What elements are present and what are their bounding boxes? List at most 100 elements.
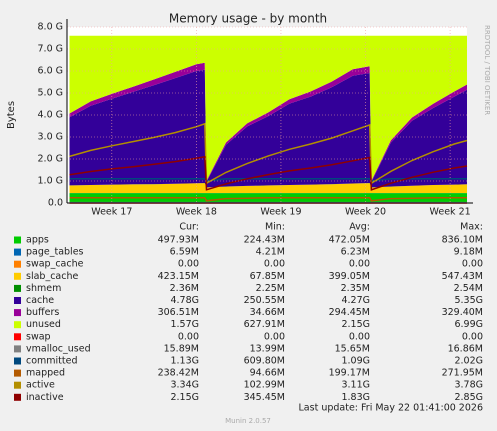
area <box>69 183 467 193</box>
legend-stat: 6.23M <box>341 247 370 258</box>
y-tick-label: 1.0 G <box>38 176 64 187</box>
legend-stat: 609.80M <box>244 356 285 367</box>
y-tick-label: 5.0 G <box>38 88 64 99</box>
y-tick-label: 6.0 G <box>38 66 64 77</box>
legend-stat: 2.15G <box>170 392 199 403</box>
legend-stat: 2.36M <box>170 283 199 294</box>
column-header: Cur: <box>179 222 199 233</box>
legend-label: inactive <box>26 392 64 403</box>
x-tick-label: Week 18 <box>176 207 217 218</box>
legend-stat: 329.40M <box>442 307 483 318</box>
legend-stat: 0.00 <box>462 259 483 270</box>
legend-swatch <box>14 345 21 353</box>
legend-stat: 67.85M <box>250 271 285 282</box>
legend-swatch <box>14 260 21 268</box>
legend-stat: 497.93M <box>158 235 199 246</box>
legend-stat: 1.57G <box>170 319 199 330</box>
legend-swatch <box>14 369 21 377</box>
footer: Last update: Fri May 22 01:41:00 2026 <box>299 403 483 414</box>
legend-stat: 472.05M <box>329 235 370 246</box>
legend-swatch <box>14 357 21 365</box>
legend-stat: 4.27G <box>341 295 370 306</box>
legend-stat: 0.00 <box>264 331 285 342</box>
legend-stat: 6.99G <box>454 319 483 330</box>
side-text: RRDTOOL / TOBI OETIKER <box>483 25 491 115</box>
legend-swatch <box>14 333 21 341</box>
legend-label: slab_cache <box>26 271 78 282</box>
legend-stat: 4.21M <box>256 247 285 258</box>
legend-label: cache <box>26 295 54 306</box>
legend-label: swap <box>26 331 51 342</box>
legend-stat: 0.00 <box>462 331 483 342</box>
legend-stat: 0.00 <box>178 259 199 270</box>
line <box>69 178 467 182</box>
legend-label: shmem <box>26 283 61 294</box>
legend-stat: 6.59M <box>170 247 199 258</box>
area <box>69 35 467 181</box>
legend-stat: 16.86M <box>448 343 483 354</box>
chart-title: Memory usage - by month <box>169 12 327 26</box>
line <box>69 196 467 202</box>
legend-stat: 0.00 <box>349 331 370 342</box>
y-tick-label: 4.0 G <box>38 110 64 121</box>
legend-stat: 294.45M <box>329 307 370 318</box>
y-tick-label: 2.0 G <box>38 154 64 165</box>
legend-stat: 13.99M <box>250 343 285 354</box>
legend-label: page_tables <box>26 247 84 258</box>
legend-stat: 238.42M <box>158 368 199 379</box>
legend-label: vmalloc_used <box>26 343 91 354</box>
legend-stat: 3.11G <box>341 380 370 391</box>
legend-stat: 94.66M <box>250 368 285 379</box>
legend-stat: 2.85G <box>454 392 483 403</box>
legend-swatch <box>14 309 21 317</box>
legend-stat: 399.05M <box>329 271 370 282</box>
legend-stat: 34.66M <box>250 307 285 318</box>
legend-stat: 0.00 <box>349 259 370 270</box>
legend-stat: 199.17M <box>329 368 370 379</box>
legend-stat: 15.65M <box>335 343 370 354</box>
legend-stat: 9.18M <box>454 247 483 258</box>
legend-stat: 3.78G <box>454 380 483 391</box>
legend-stat: 2.35M <box>341 283 370 294</box>
column-header: Max: <box>460 222 483 233</box>
y-tick-label: 3.0 G <box>38 132 64 143</box>
legend-stat: 224.43M <box>244 235 285 246</box>
legend-stat: 345.45M <box>244 392 285 403</box>
legend-stat: 2.15G <box>341 319 370 330</box>
legend-swatch <box>14 381 21 389</box>
legend-stat: 102.99M <box>244 380 285 391</box>
y-tick-label: 8.0 G <box>38 22 64 33</box>
legend-stat: 0.00 <box>264 259 285 270</box>
legend-label: unused <box>26 319 61 330</box>
x-tick-label: Week 19 <box>260 207 301 218</box>
legend-label: active <box>26 380 55 391</box>
legend-stat: 836.10M <box>442 235 483 246</box>
y-axis-label: Bytes <box>6 101 17 129</box>
legend-stat: 3.34G <box>170 380 199 391</box>
version: Munin 2.0.57 <box>225 417 271 425</box>
legend-stat: 250.55M <box>244 295 285 306</box>
legend-label: mapped <box>26 368 65 379</box>
y-tick-label: 0.0 <box>48 198 63 209</box>
legend-swatch <box>14 236 21 244</box>
legend-stat: 271.95M <box>442 368 483 379</box>
legend-label: committed <box>26 356 78 367</box>
legend-stat: 627.91M <box>244 319 285 330</box>
legend-stat: 5.35G <box>454 295 483 306</box>
x-tick-label: Week 21 <box>430 207 471 218</box>
legend-stat: 1.83G <box>341 392 370 403</box>
legend-stat: 15.89M <box>164 343 199 354</box>
legend-stat: 423.15M <box>158 271 199 282</box>
legend-label: swap_cache <box>26 259 84 270</box>
legend-swatch <box>14 248 21 256</box>
legend-stat: 2.02G <box>454 356 483 367</box>
legend-stat: 306.51M <box>158 307 199 318</box>
column-header: Min: <box>265 222 285 233</box>
legend-swatch <box>14 321 21 329</box>
legend-stat: 1.13G <box>170 356 199 367</box>
legend-swatch <box>14 393 21 401</box>
x-tick-label: Week 17 <box>91 207 132 218</box>
legend-swatch <box>14 297 21 304</box>
legend-stat: 4.78G <box>170 295 199 306</box>
